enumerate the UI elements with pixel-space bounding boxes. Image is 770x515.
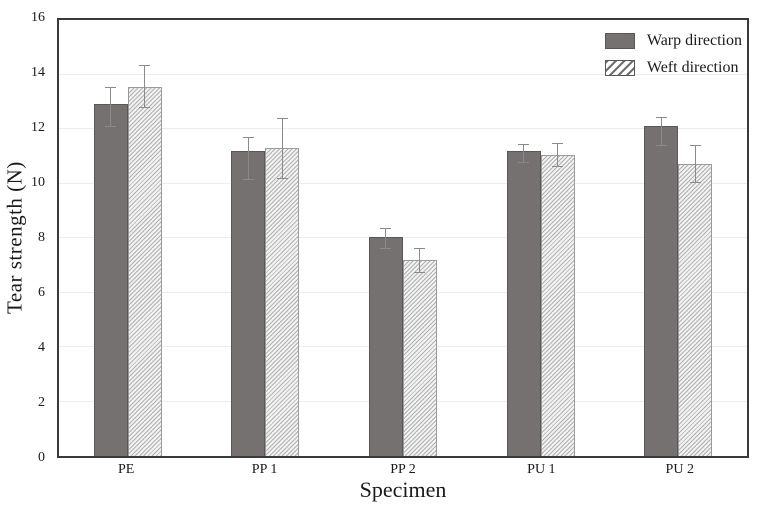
error-bar-cap-top <box>414 247 426 249</box>
bar-group-pe <box>93 20 162 456</box>
bar-wrap <box>127 20 162 456</box>
error-bar-cap-bottom <box>655 145 667 147</box>
y-tick-label: 14 <box>31 65 45 80</box>
error-bar-line <box>144 64 146 108</box>
plot-area: Warp direction Weft direction <box>57 18 749 458</box>
x-axis-title: Specimen <box>359 477 447 502</box>
legend-label-warp: Warp direction <box>646 32 742 49</box>
weft-bar-pp-1 <box>265 148 300 456</box>
weft-bar-pp-2 <box>402 259 437 456</box>
bar-wrap <box>93 20 128 456</box>
error-bar-line <box>419 247 421 273</box>
warp-bar-pp-1 <box>231 150 266 456</box>
error-bar-cap-bottom <box>139 107 151 109</box>
legend-item-weft: Weft direction <box>604 59 742 77</box>
bar-wrap <box>678 20 713 456</box>
error-bar-cap-top <box>380 228 392 230</box>
error-bar-line <box>385 228 387 248</box>
y-tick-label: 12 <box>31 120 45 135</box>
warp-bar-pu-1 <box>506 150 541 456</box>
bar-wrap <box>231 20 266 456</box>
x-category-label: PU 1 <box>527 462 556 477</box>
error-bar-line <box>557 142 559 166</box>
y-tick-label: 10 <box>31 175 45 190</box>
gridline <box>59 182 747 184</box>
error-bar-cap-bottom <box>105 126 117 128</box>
error-bar-cap-top <box>276 118 288 120</box>
bar-groups <box>59 20 747 456</box>
error-bar-line <box>660 116 662 146</box>
weft-bar-pu-1 <box>540 154 575 456</box>
error-bar-cap-bottom <box>414 272 426 274</box>
bar-group-pu-2 <box>644 20 713 456</box>
error-bar-line <box>110 86 112 127</box>
y-axis-tick-labels: 0 2 4 6 8 10 12 14 16 <box>0 11 52 465</box>
bar-wrap <box>644 20 679 456</box>
error-bar-cap-top <box>105 86 117 88</box>
y-tick-label: 8 <box>38 230 45 245</box>
error-bar-cap-bottom <box>518 161 530 163</box>
error-bar-cap-top <box>552 142 564 144</box>
gridline <box>59 237 747 238</box>
y-tick-label: 16 <box>31 10 45 25</box>
weft-bar-pu-2 <box>678 164 713 456</box>
warp-bar-pu-2 <box>644 126 679 456</box>
error-bar-line <box>247 137 249 180</box>
x-axis-labels: PE PP 1 PP 2 PU 1 PU 2 <box>57 462 749 478</box>
error-bar-cap-bottom <box>380 247 392 249</box>
bar-group-pp-2 <box>368 20 437 456</box>
gridline <box>59 128 747 129</box>
error-bar-cap-top <box>689 145 701 147</box>
error-bar-cap-top <box>242 137 254 139</box>
y-tick-label: 6 <box>38 285 45 300</box>
legend: Warp direction Weft direction <box>604 32 742 77</box>
warp-bar-pp-2 <box>368 236 403 456</box>
gridline <box>59 73 747 75</box>
warp-bar-pe <box>93 104 128 456</box>
bar-wrap <box>402 20 437 456</box>
bar-group-pu-1 <box>506 20 575 456</box>
error-bar-cap-top <box>139 64 151 66</box>
x-category-label: PU 2 <box>665 462 694 477</box>
y-tick-label: 2 <box>38 395 45 410</box>
error-bar-cap-top <box>518 143 530 145</box>
x-category-label: PP 2 <box>390 462 416 477</box>
bar-wrap <box>506 20 541 456</box>
x-category-label: PE <box>118 462 135 477</box>
legend-label-weft: Weft direction <box>646 59 739 76</box>
bar-group-pp-1 <box>231 20 300 456</box>
error-bar-cap-top <box>655 116 667 118</box>
bar-wrap <box>540 20 575 456</box>
bar-wrap <box>265 20 300 456</box>
warp-swatch-icon <box>604 33 635 49</box>
error-bar-cap-bottom <box>276 178 288 180</box>
y-tick-label: 4 <box>38 340 45 355</box>
bar-wrap <box>368 20 403 456</box>
x-category-label: PP 1 <box>251 462 278 477</box>
legend-item-warp: Warp direction <box>604 32 742 50</box>
error-bar-cap-bottom <box>689 182 701 184</box>
error-bar-cap-bottom <box>242 179 254 181</box>
error-bar-line <box>523 143 525 162</box>
error-bar-cap-bottom <box>552 165 564 167</box>
weft-swatch-icon <box>604 60 635 76</box>
error-bar-line <box>694 145 696 183</box>
y-tick-label: 0 <box>38 450 45 465</box>
weft-bar-pe <box>127 86 162 456</box>
error-bar-line <box>281 118 283 179</box>
